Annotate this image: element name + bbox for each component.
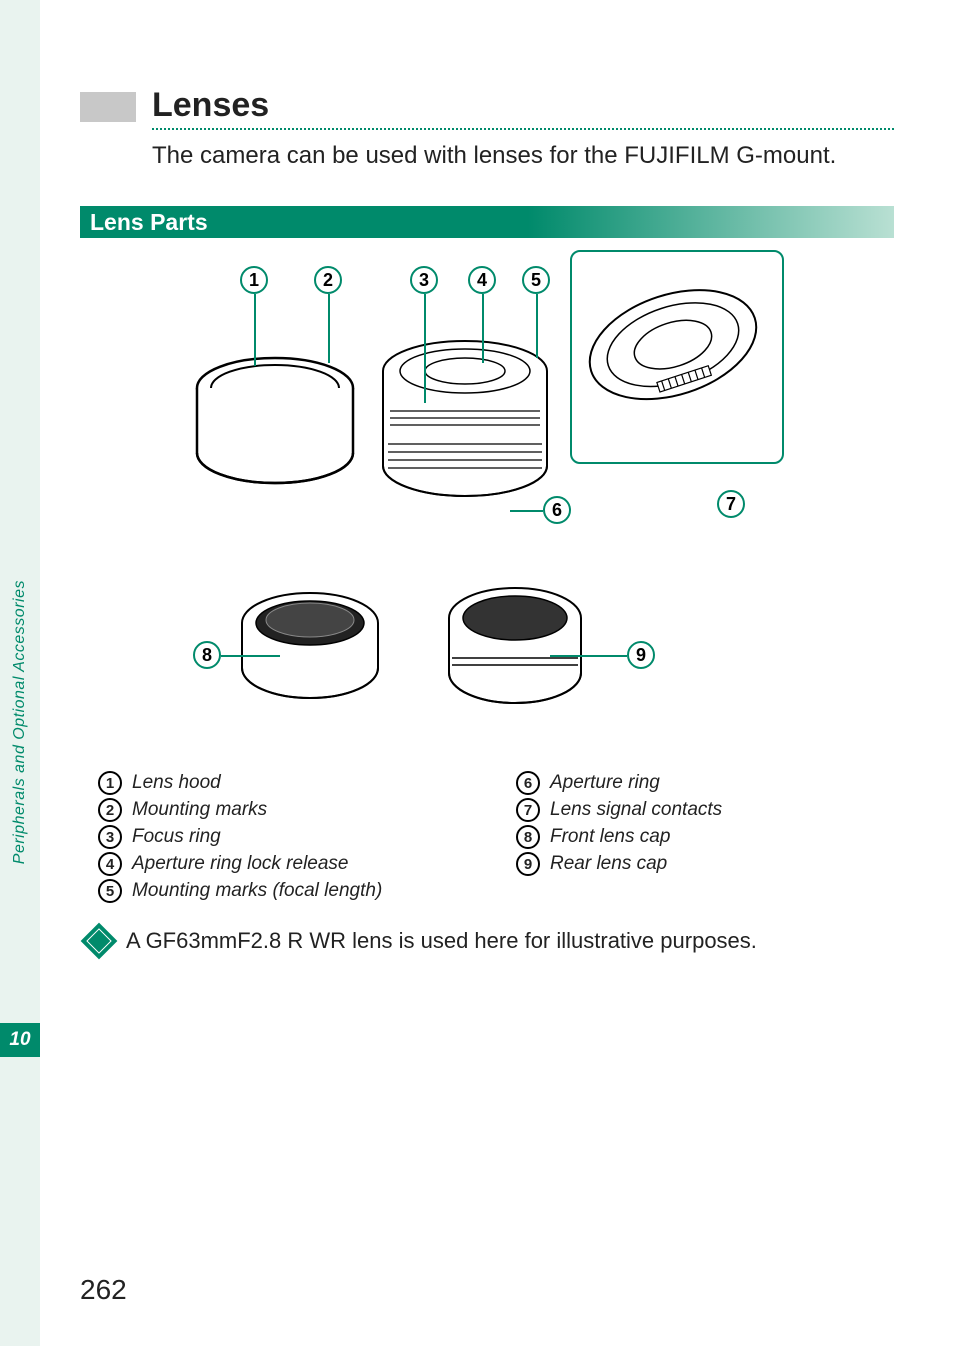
parts-item-number: 3 <box>98 825 122 849</box>
parts-item: 8 Front lens cap <box>516 825 894 849</box>
side-tab-label: Peripherals and Optional Accessories <box>11 580 29 864</box>
callout-5: 5 <box>522 266 550 294</box>
parts-item: 2 Mounting marks <box>98 798 476 822</box>
intro-text: The camera can be used with lenses for t… <box>152 140 894 172</box>
parts-item: 1 Lens hood <box>98 771 476 795</box>
title-row: Lenses <box>80 88 894 122</box>
note-icon <box>81 923 118 960</box>
title-block-icon <box>80 92 136 122</box>
section-title: Lens Parts <box>90 209 208 236</box>
parts-item-number: 7 <box>516 798 540 822</box>
parts-item-label: Focus ring <box>132 826 221 848</box>
parts-item-label: Mounting marks (focal length) <box>132 880 382 902</box>
lead-line <box>221 655 280 657</box>
parts-item: 5 Mounting marks (focal length) <box>98 879 476 903</box>
parts-item-label: Mounting marks <box>132 799 267 821</box>
lens-parts-diagram: 1 2 3 45 6 7 8 9 <box>80 248 894 768</box>
callout-4: 4 <box>468 266 496 294</box>
parts-item-number: 6 <box>516 771 540 795</box>
note-row: A GF63mmF2.8 R WR lens is used here for … <box>80 928 894 954</box>
parts-item-label: Aperture ring lock release <box>132 853 349 875</box>
parts-list: 1 Lens hood 2 Mounting marks 3 Focus ring 4 Ape… <box>98 768 894 906</box>
parts-item-number: 2 <box>98 798 122 822</box>
parts-item: 9 Rear lens cap <box>516 852 894 876</box>
parts-item: 3 Focus ring <box>98 825 476 849</box>
page-content: Lenses The camera can be used with lense… <box>40 0 954 1346</box>
parts-item: 7 Lens signal contacts <box>516 798 894 822</box>
rear-mount-drawing <box>580 260 774 454</box>
parts-item-label: Lens hood <box>132 772 221 794</box>
note-text: A GF63mmF2.8 R WR lens is used here for … <box>126 928 757 954</box>
page-title: Lenses <box>152 88 269 122</box>
callout-3: 3 <box>410 266 438 294</box>
parts-item-label: Lens signal contacts <box>550 799 722 821</box>
parts-item: 4 Aperture ring lock release <box>98 852 476 876</box>
parts-item: 6 Aperture ring <box>516 771 894 795</box>
callout-1: 1 <box>240 266 268 294</box>
parts-column-right: 6 Aperture ring 7 Lens signal contacts 8 Fron… <box>516 768 894 906</box>
rear-cap-drawing <box>440 568 590 718</box>
lead-line <box>424 294 426 403</box>
parts-item-number: 1 <box>98 771 122 795</box>
lead-line <box>482 294 484 363</box>
parts-item-label: Aperture ring <box>550 772 660 794</box>
lens-hood-drawing <box>190 348 360 498</box>
parts-item-number: 4 <box>98 852 122 876</box>
parts-column-left: 1 Lens hood 2 Mounting marks 3 Focus ring 4 Ape… <box>98 768 476 906</box>
side-rail: Peripherals and Optional Accessories 10 <box>0 0 40 1346</box>
callout-2: 2 <box>314 266 342 294</box>
title-underline <box>152 128 894 130</box>
lead-line <box>254 294 256 366</box>
lead-line <box>510 510 543 512</box>
parts-item-number: 5 <box>98 879 122 903</box>
parts-item-number: 9 <box>516 852 540 876</box>
callout-8: 8 <box>193 641 221 669</box>
callout-6: 6 <box>543 496 571 524</box>
lead-line <box>550 655 627 657</box>
section-header: Lens Parts <box>80 206 894 238</box>
page-number: 262 <box>80 1274 127 1306</box>
parts-item-label: Rear lens cap <box>550 853 667 875</box>
front-cap-drawing <box>235 568 385 718</box>
callout-7: 7 <box>717 490 745 518</box>
callout-9: 9 <box>627 641 655 669</box>
main-lens-drawing <box>370 326 560 516</box>
chapter-number-tab: 10 <box>0 1023 40 1057</box>
lead-line <box>328 294 330 363</box>
parts-item-number: 8 <box>516 825 540 849</box>
lead-line <box>536 294 538 358</box>
parts-item-label: Front lens cap <box>550 826 670 848</box>
